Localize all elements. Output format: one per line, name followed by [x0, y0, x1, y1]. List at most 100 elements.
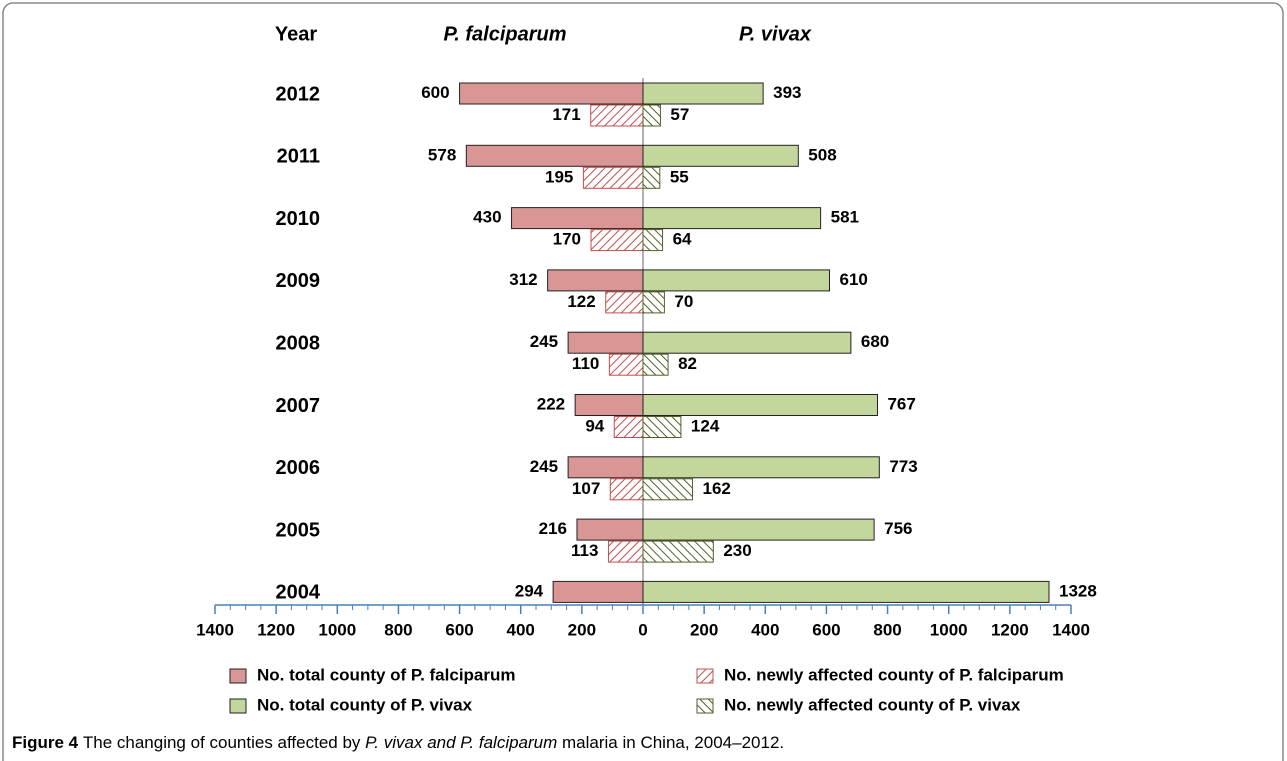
x-tick-label: 800: [873, 620, 901, 639]
value-label: 393: [773, 83, 801, 102]
x-tick-label: 1000: [930, 620, 968, 639]
value-label: 767: [887, 394, 915, 413]
caption-label: Figure 4: [12, 733, 79, 752]
value-label: 680: [861, 332, 889, 351]
value-label: 312: [509, 270, 537, 289]
legend-swatch: [696, 668, 714, 684]
bar: [642, 353, 669, 376]
value-label: 245: [530, 332, 558, 351]
legend-label: No. newly affected county of P. falcipar…: [724, 665, 1064, 684]
x-tick-label: 1000: [318, 620, 356, 639]
x-tick-label: 200: [568, 620, 596, 639]
year-header: Year: [275, 23, 317, 45]
x-tick-label: 1200: [257, 620, 295, 639]
bar: [642, 394, 878, 416]
x-tick-label: 1400: [196, 620, 234, 639]
value-label: 294: [515, 581, 544, 600]
value-label: 122: [567, 292, 595, 311]
value-label: 124: [691, 416, 720, 435]
bar: [642, 416, 682, 438]
bar: [642, 229, 664, 252]
caption-text: The changing of counties affected by: [83, 733, 365, 752]
right-header: P. vivax: [739, 23, 812, 45]
value-label: 245: [530, 457, 558, 476]
bar: [613, 416, 644, 438]
value-label: 756: [884, 519, 912, 538]
bar: [642, 331, 852, 354]
value-label: 230: [723, 541, 751, 560]
value-label: 1328: [1059, 581, 1097, 600]
bar: [605, 291, 644, 314]
x-tick-label: 600: [445, 620, 473, 639]
bar: [582, 166, 644, 189]
year-label: 2007: [276, 395, 321, 417]
year-label: 2012: [276, 83, 321, 105]
bar: [511, 207, 644, 230]
value-label: 508: [808, 145, 836, 164]
value-label: 171: [552, 105, 580, 124]
bar: [642, 207, 822, 230]
bar: [642, 478, 694, 501]
bar: [547, 269, 644, 292]
left-header: P. falciparum: [443, 23, 566, 45]
bar: [642, 580, 1050, 603]
bar: [607, 540, 644, 563]
bar: [642, 456, 880, 479]
bar: [576, 518, 644, 541]
value-label: 610: [839, 270, 867, 289]
legend-label: No. total county of P. vivax: [257, 695, 473, 714]
bar: [642, 82, 764, 105]
year-label: 2005: [276, 519, 321, 541]
x-tick-label: 1200: [991, 620, 1029, 639]
caption: Figure 4 The changing of counties affect…: [12, 733, 784, 752]
value-label: 82: [678, 354, 697, 373]
year-label: 2006: [276, 457, 321, 479]
bar: [642, 104, 661, 127]
bar: [567, 456, 644, 479]
x-tick-label: 400: [751, 620, 779, 639]
bar: [459, 82, 644, 105]
value-label: 57: [670, 105, 689, 124]
bar: [574, 394, 644, 416]
x-tick-label: 800: [384, 620, 412, 639]
bar: [642, 540, 714, 563]
year-label: 2004: [276, 582, 321, 604]
bar: [642, 166, 661, 189]
legend-swatch: [229, 698, 247, 714]
value-label: 162: [703, 479, 731, 498]
legend-label: No. newly affected county of P. vivax: [724, 695, 1021, 714]
bar: [642, 518, 875, 541]
value-label: 195: [545, 167, 573, 186]
value-label: 64: [673, 230, 692, 249]
value-label: 581: [831, 208, 859, 227]
value-label: 430: [473, 208, 501, 227]
value-label: 170: [553, 230, 581, 249]
bar: [609, 478, 644, 501]
legend-swatch: [229, 668, 247, 684]
bar: [590, 229, 644, 252]
bar: [552, 580, 644, 603]
year-label: 2008: [276, 332, 321, 354]
value-label: 600: [421, 83, 449, 102]
bar: [642, 269, 830, 292]
caption-text: P. vivax and P. falciparum: [365, 733, 557, 752]
x-tick-label: 200: [690, 620, 718, 639]
bar: [465, 144, 644, 167]
value-label: 216: [539, 519, 567, 538]
x-tick-label: 400: [507, 620, 535, 639]
value-label: 107: [572, 479, 600, 498]
bar: [567, 331, 644, 354]
year-label: 2011: [277, 146, 320, 168]
bar: [642, 291, 665, 314]
value-label: 55: [670, 167, 689, 186]
value-label: 773: [889, 457, 917, 476]
value-label: 578: [428, 145, 456, 164]
bar: [590, 104, 644, 127]
x-tick-label: 0: [638, 620, 647, 639]
caption-text: malaria in China, 2004–2012.: [557, 733, 784, 752]
value-label: 222: [537, 394, 565, 413]
bar: [642, 144, 799, 167]
value-label: 94: [585, 416, 604, 435]
